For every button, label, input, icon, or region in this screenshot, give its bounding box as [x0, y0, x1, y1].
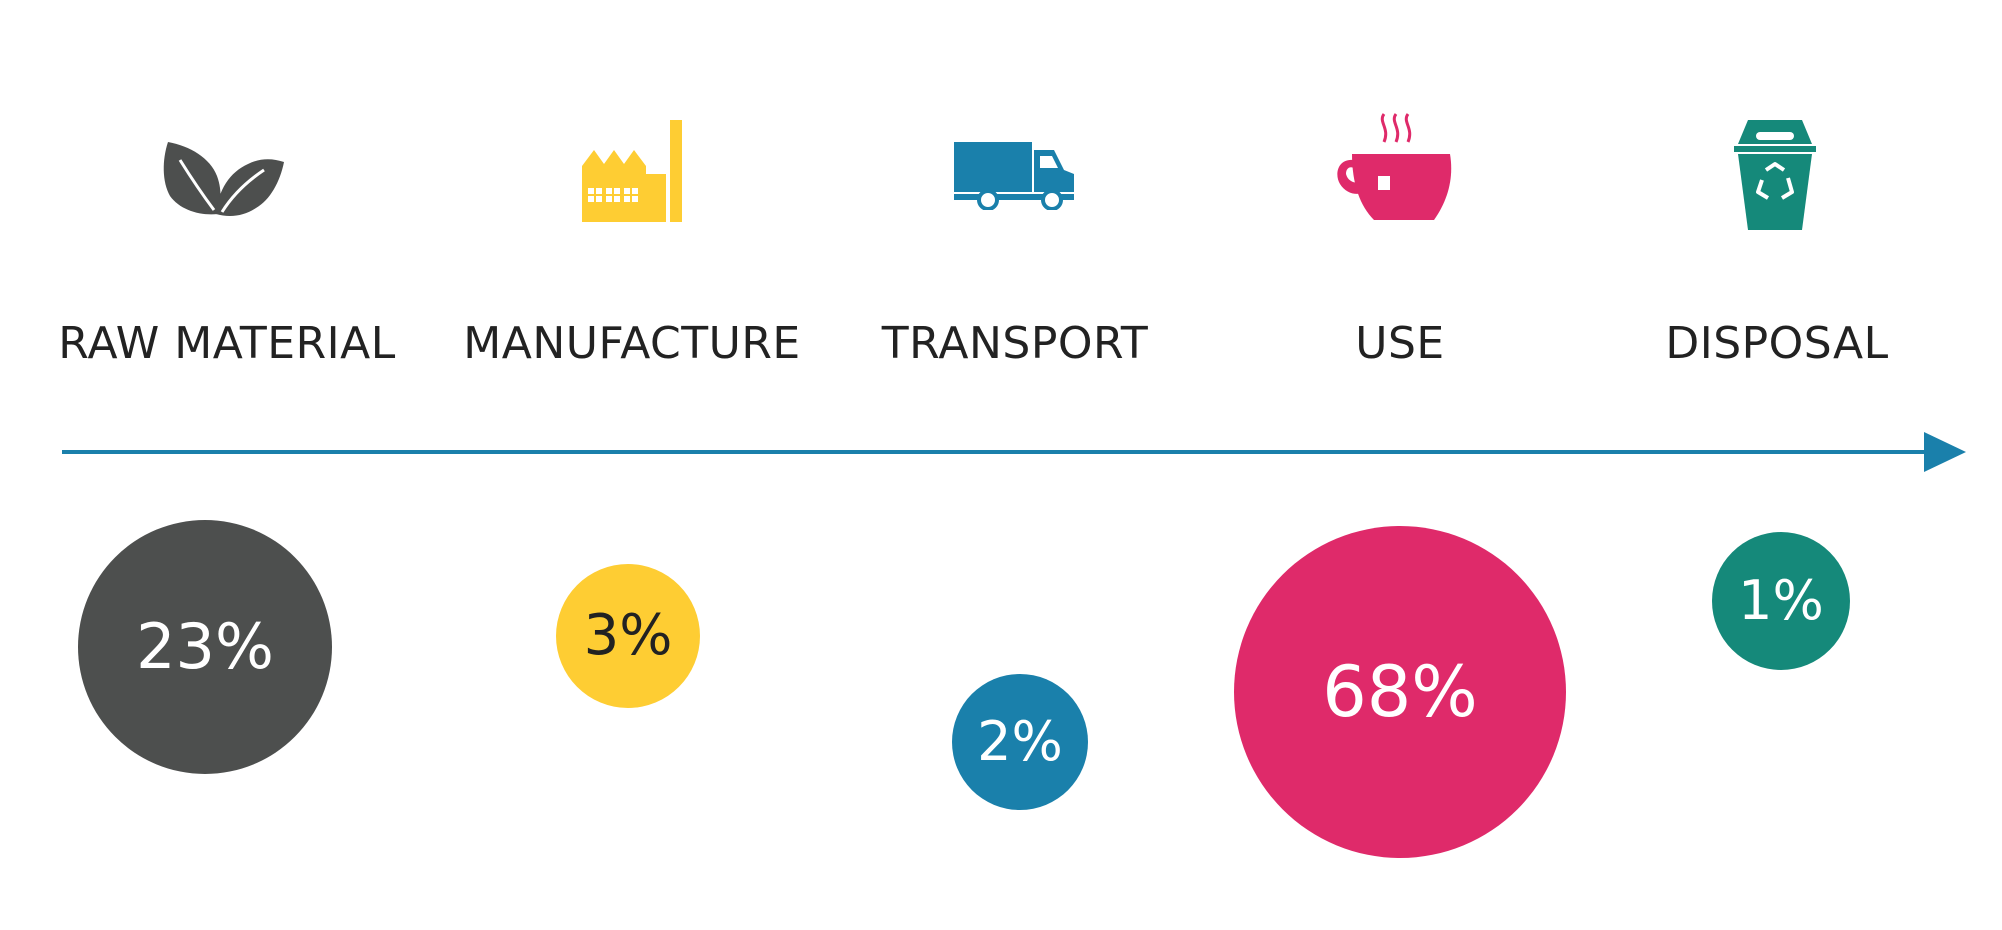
- share-value-disposal: 1%: [1738, 569, 1824, 632]
- share-value-use: 68%: [1322, 651, 1478, 733]
- share-value-transport: 2%: [977, 710, 1063, 773]
- share-bubble-disposal: 1%: [1712, 532, 1850, 670]
- stage-label-raw-material: RAW MATERIAL: [58, 318, 396, 369]
- stage-label-use: USE: [1355, 318, 1445, 369]
- share-bubble-raw-material: 23%: [78, 520, 332, 774]
- share-value-manufacture: 3%: [583, 603, 673, 668]
- leaves-icon: [163, 142, 284, 216]
- recycle-bin-icon: [1734, 120, 1816, 230]
- stage-label-manufacture: MANUFACTURE: [463, 318, 801, 369]
- share-bubble-use: 68%: [1234, 526, 1566, 858]
- factory-icon: [582, 120, 682, 222]
- truck-icon: [954, 142, 1074, 210]
- stage-label-disposal: DISPOSAL: [1665, 318, 1889, 369]
- share-bubble-manufacture: 3%: [556, 564, 700, 708]
- timeline-arrow: [62, 432, 1966, 472]
- coffee-cup-icon: [1337, 113, 1452, 220]
- share-bubble-transport: 2%: [952, 674, 1088, 810]
- share-value-raw-material: 23%: [136, 610, 274, 683]
- stage-label-transport: TRANSPORT: [881, 318, 1149, 369]
